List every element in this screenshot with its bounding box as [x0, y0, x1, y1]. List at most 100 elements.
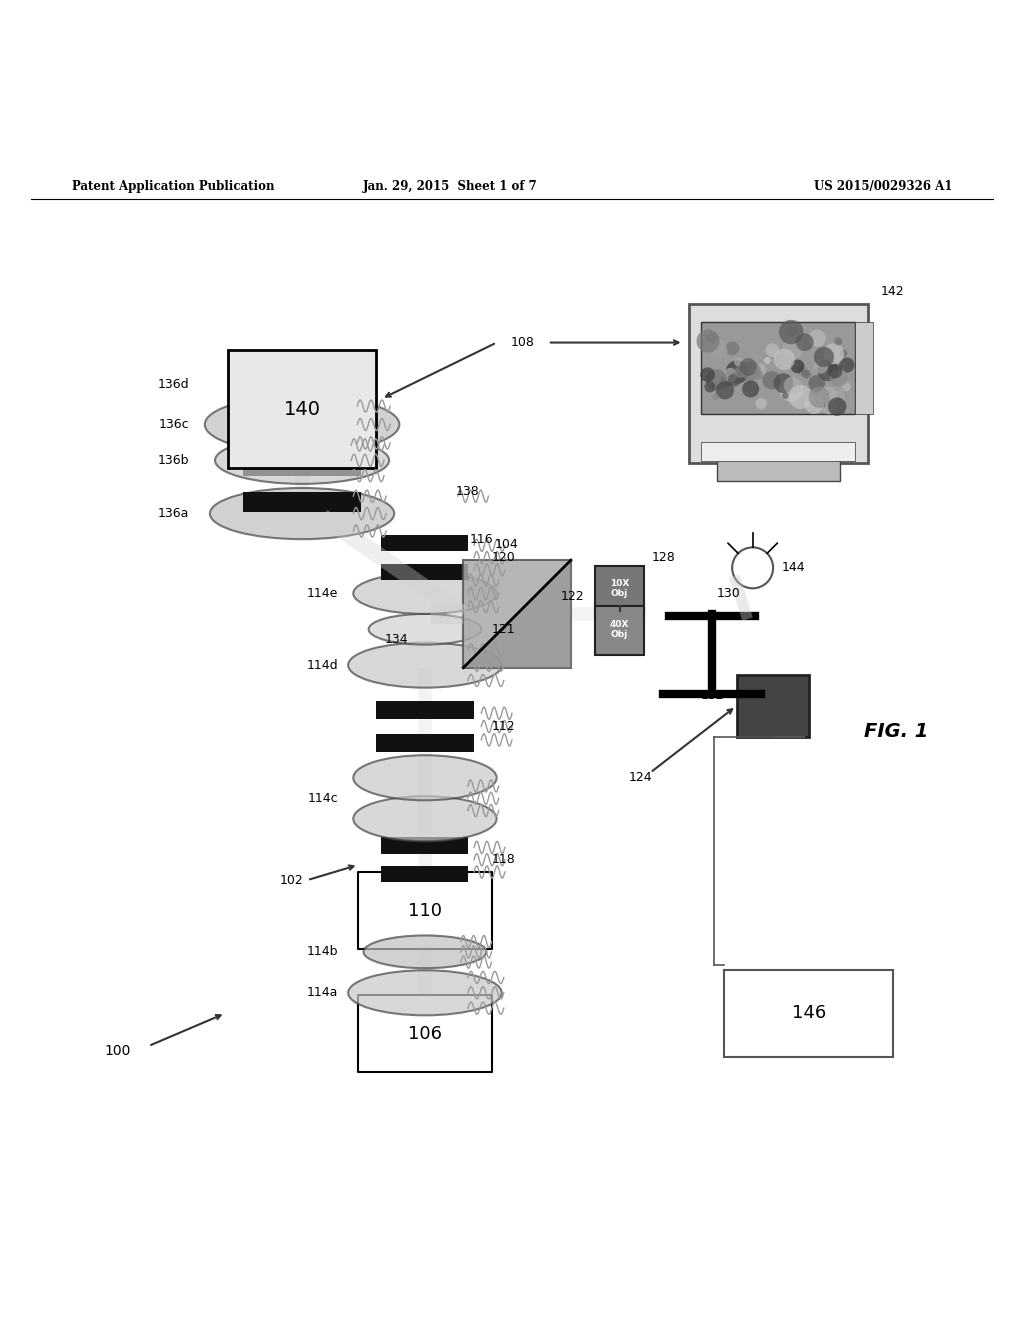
Circle shape [706, 370, 727, 391]
Circle shape [711, 338, 725, 352]
Bar [358, 873, 492, 949]
Circle shape [808, 375, 825, 392]
Bar [244, 455, 360, 477]
Bar [595, 606, 644, 655]
Text: 136c: 136c [159, 418, 189, 430]
Circle shape [766, 343, 779, 358]
Text: 114e: 114e [306, 587, 338, 599]
Text: 136d: 136d [158, 378, 189, 391]
Circle shape [809, 387, 829, 408]
Text: 128: 128 [651, 552, 675, 564]
Text: 40X
Obj: 40X Obj [609, 619, 630, 639]
Bar [725, 970, 893, 1057]
Bar [244, 491, 360, 512]
Circle shape [741, 362, 761, 381]
Circle shape [835, 337, 843, 346]
Text: 122: 122 [561, 590, 585, 603]
Circle shape [821, 399, 838, 414]
Text: 104: 104 [495, 539, 519, 552]
Text: 114b: 114b [306, 945, 338, 958]
Bar [381, 837, 469, 854]
Circle shape [725, 360, 749, 384]
Bar [227, 350, 376, 469]
Circle shape [754, 370, 763, 380]
Circle shape [798, 366, 808, 376]
Circle shape [782, 392, 788, 399]
Circle shape [823, 343, 844, 364]
Text: FIG. 1: FIG. 1 [864, 722, 928, 742]
Text: US 2015/0029326 A1: US 2015/0029326 A1 [814, 181, 952, 194]
Bar [688, 304, 867, 463]
Circle shape [802, 370, 811, 379]
Ellipse shape [246, 366, 358, 396]
Text: 140: 140 [284, 400, 321, 418]
Bar [258, 403, 346, 418]
Circle shape [787, 326, 798, 337]
Text: 136a: 136a [158, 507, 189, 520]
Circle shape [818, 387, 837, 404]
Circle shape [839, 358, 854, 372]
Bar [258, 375, 346, 391]
Circle shape [762, 371, 780, 389]
Bar [717, 459, 840, 482]
Circle shape [725, 342, 739, 355]
Circle shape [754, 363, 766, 376]
Circle shape [716, 381, 734, 400]
Bar [595, 566, 644, 611]
Circle shape [819, 403, 825, 409]
Text: 114a: 114a [306, 986, 338, 999]
Bar [701, 442, 855, 461]
Circle shape [813, 359, 828, 374]
Circle shape [829, 368, 848, 387]
Text: 136b: 136b [158, 454, 189, 467]
Circle shape [842, 381, 851, 391]
Text: Jan. 29, 2015  Sheet 1 of 7: Jan. 29, 2015 Sheet 1 of 7 [364, 181, 538, 194]
Circle shape [840, 350, 847, 356]
Circle shape [707, 331, 718, 343]
Text: 130: 130 [717, 587, 740, 599]
Bar [358, 995, 492, 1072]
Circle shape [796, 334, 814, 351]
Text: 102: 102 [280, 874, 304, 887]
Text: 142: 142 [881, 285, 904, 298]
Bar [737, 676, 809, 737]
Circle shape [805, 395, 824, 414]
Ellipse shape [353, 796, 497, 841]
Circle shape [829, 385, 844, 400]
Ellipse shape [353, 573, 497, 614]
Circle shape [829, 391, 845, 407]
Circle shape [816, 346, 825, 355]
Polygon shape [463, 560, 571, 668]
Text: 134: 134 [385, 634, 409, 645]
Circle shape [756, 399, 767, 409]
Circle shape [742, 380, 759, 397]
Circle shape [809, 330, 825, 347]
Bar [381, 564, 469, 579]
Ellipse shape [205, 396, 399, 453]
Text: 114d: 114d [306, 659, 338, 672]
Text: 116: 116 [469, 533, 494, 546]
Circle shape [827, 397, 847, 416]
Circle shape [783, 376, 803, 395]
Circle shape [735, 359, 755, 378]
Circle shape [773, 348, 795, 370]
Text: 108: 108 [510, 337, 535, 348]
Circle shape [788, 385, 813, 409]
Circle shape [713, 393, 719, 400]
Bar [377, 734, 473, 752]
Text: 112: 112 [492, 721, 515, 733]
Text: Patent Application Publication: Patent Application Publication [72, 181, 274, 194]
Bar [381, 535, 469, 552]
Circle shape [728, 374, 740, 387]
Circle shape [705, 381, 716, 392]
Circle shape [739, 358, 757, 376]
Bar [463, 560, 571, 668]
Circle shape [814, 347, 834, 367]
Ellipse shape [369, 614, 481, 644]
Text: 120: 120 [492, 552, 515, 564]
Circle shape [712, 343, 728, 359]
Bar [855, 322, 873, 414]
Circle shape [779, 378, 804, 401]
Text: 114c: 114c [307, 792, 338, 805]
Ellipse shape [364, 936, 486, 969]
